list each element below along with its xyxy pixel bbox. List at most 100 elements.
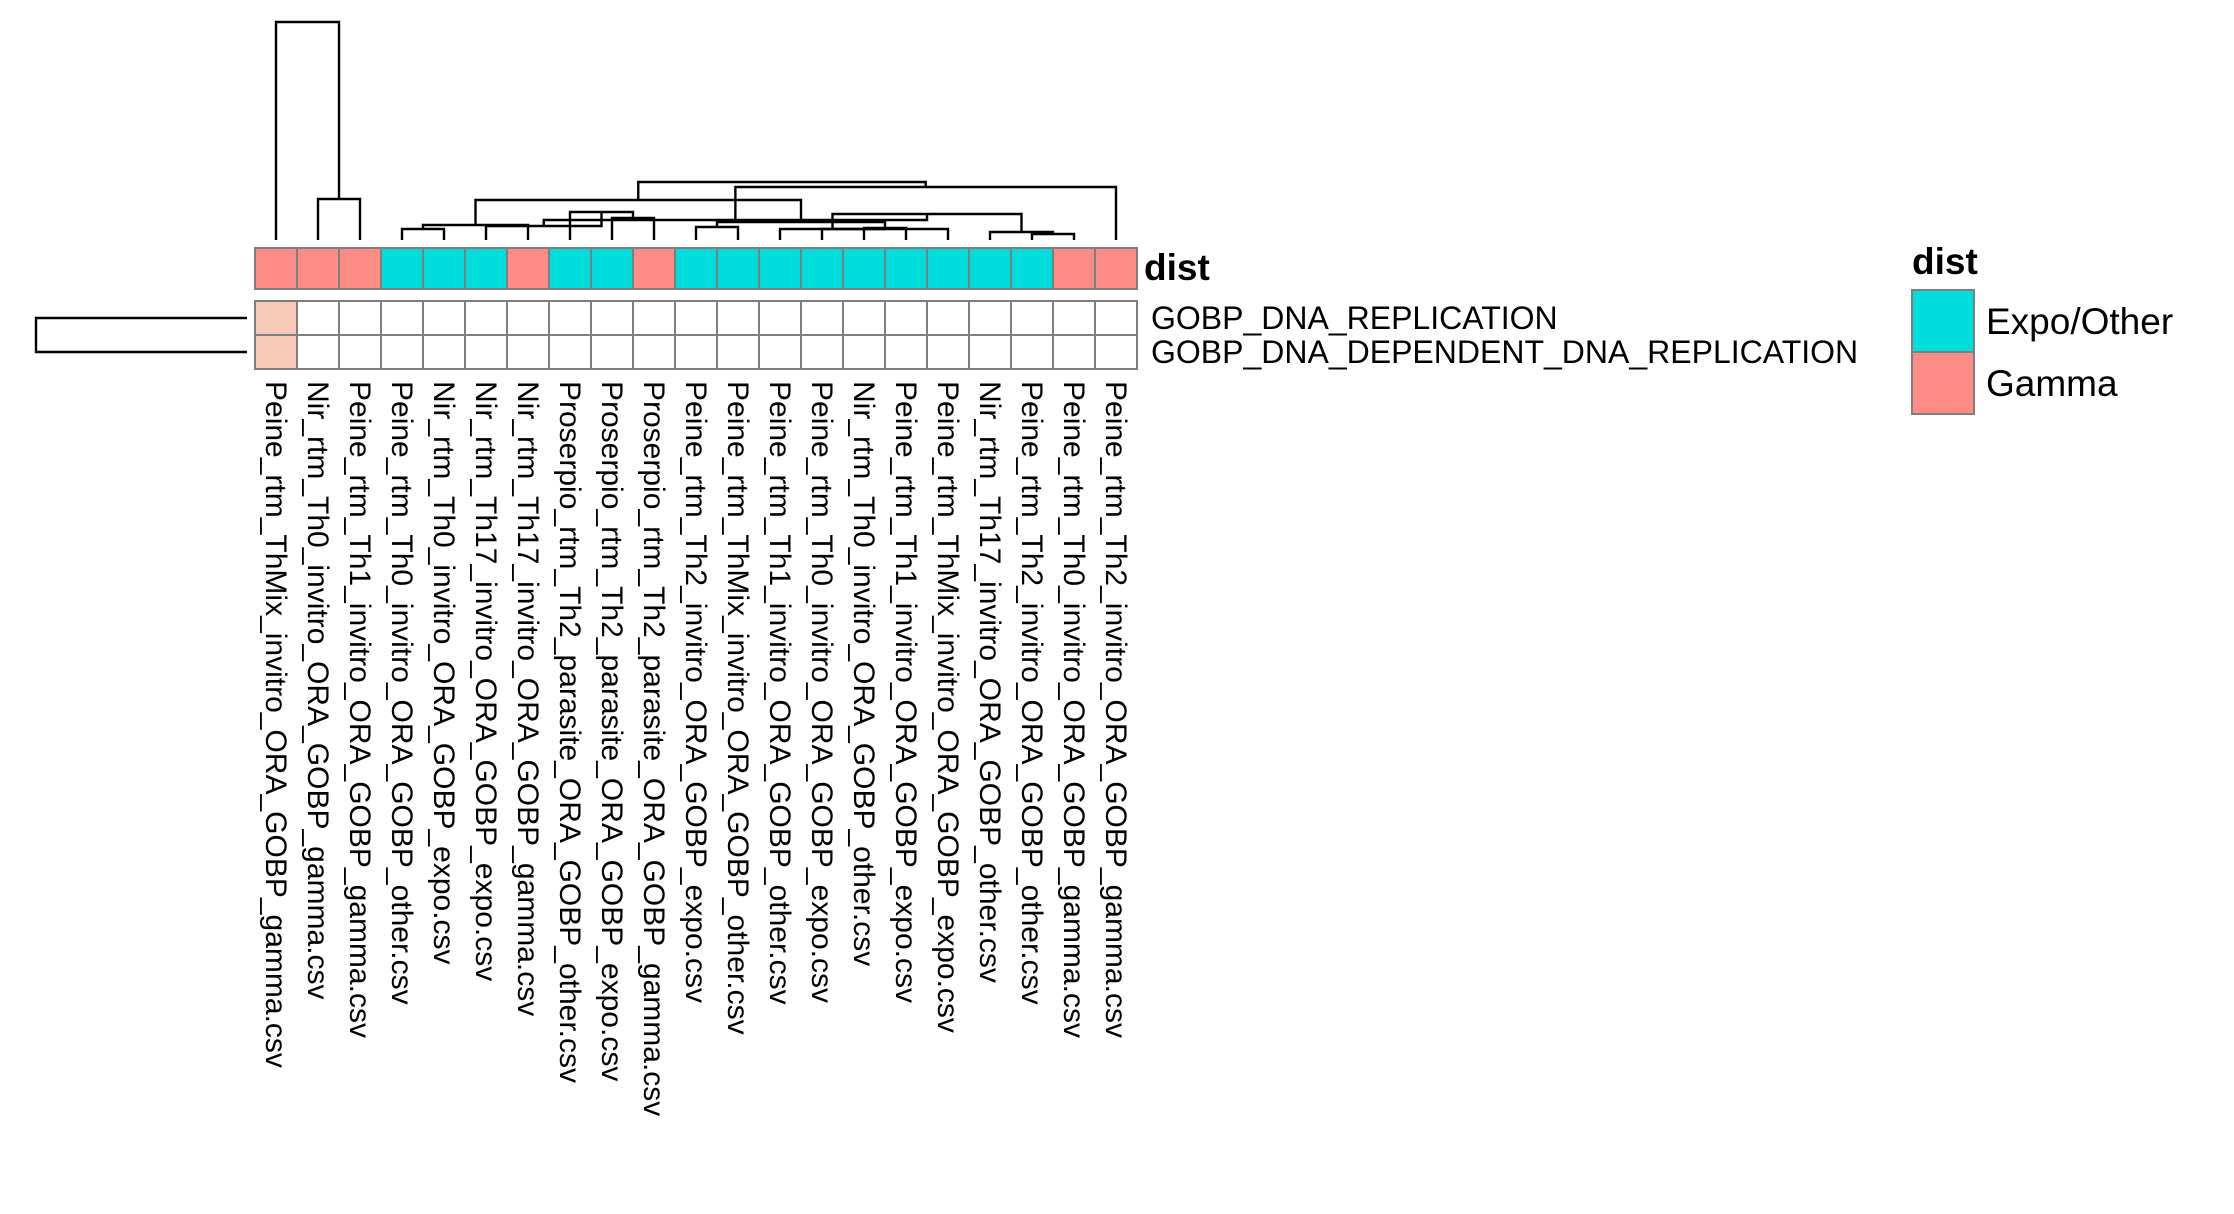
annotation-cell	[926, 247, 970, 290]
heatmap-cell	[296, 334, 340, 370]
column-dendrogram	[274, 20, 1118, 240]
column-label: Nir_rtm_Th0_invitro_ORA_GOBP_other.csv	[847, 381, 880, 966]
annotation-cell	[464, 247, 508, 290]
column-label: Proserpio_rtm_Th2_parasite_ORA_GOBP_othe…	[553, 381, 586, 1083]
annotation-cell	[422, 247, 466, 290]
column-label: Peine_rtm_ThMix_invitro_ORA_GOBP_other.c…	[721, 381, 754, 1035]
annotation-cell	[758, 247, 802, 290]
heatmap-cell	[674, 334, 718, 370]
dendrogram-branch	[610, 216, 656, 240]
dendrogram-branch	[316, 197, 362, 240]
column-label: Peine_rtm_Th1_invitro_ORA_GOBP_gamma.csv	[343, 381, 376, 1038]
heatmap-cell	[338, 334, 382, 370]
column-label: Peine_rtm_ThMix_invitro_ORA_GOBP_expo.cs…	[931, 381, 964, 1033]
heatmap-cell	[548, 334, 592, 370]
heatmap-cell	[548, 300, 592, 336]
heatmap-cell	[674, 300, 718, 336]
annotation-cell	[590, 247, 634, 290]
dendrogram-branch	[1030, 232, 1076, 240]
column-label: Peine_rtm_Th0_invitro_ORA_GOBP_gamma.csv	[1057, 381, 1090, 1038]
annotation-bar	[254, 247, 1138, 290]
heatmap-cell	[968, 334, 1012, 370]
heatmap-cell	[1094, 334, 1138, 370]
dendrogram-branch	[715, 220, 887, 228]
legend-title: dist	[1912, 241, 1978, 282]
row-labels: GOBP_DNA_REPLICATIONGOBP_DNA_DEPENDENT_D…	[1151, 300, 1858, 370]
row-dendrogram	[34, 316, 247, 354]
annotation-cell	[842, 247, 886, 290]
column-labels: Peine_rtm_ThMix_invitro_ORA_GOBP_gamma.c…	[259, 381, 1132, 1116]
dendrogram-branch	[34, 316, 247, 354]
annotation-cell	[1094, 247, 1138, 290]
annotation-cell	[716, 247, 760, 290]
heatmap-cell	[884, 300, 928, 336]
heatmap-cell	[632, 334, 676, 370]
annotation-cell	[254, 247, 298, 290]
annotation-cell	[506, 247, 550, 290]
column-label: Nir_rtm_Th17_invitro_ORA_GOBP_expo.csv	[469, 381, 502, 981]
heatmap-body	[254, 300, 1138, 370]
dendrogram-branch	[400, 227, 446, 240]
dendrogram-branch	[421, 223, 530, 240]
dendrogram-branch	[274, 20, 341, 240]
heatmap-cell	[1094, 300, 1138, 336]
heatmap-cell	[716, 334, 760, 370]
annotation-cell	[338, 247, 382, 290]
heatmap-cell	[1010, 300, 1054, 336]
heatmap-cell	[1052, 300, 1096, 336]
column-label: Nir_rtm_Th0_invitro_ORA_GOBP_gamma.csv	[301, 381, 334, 1000]
legend-swatch	[1911, 289, 1975, 353]
annotation-cell	[884, 247, 928, 290]
heatmap-cell	[590, 300, 634, 336]
column-label: Peine_rtm_Th0_invitro_ORA_GOBP_expo.csv	[805, 381, 838, 1003]
heatmap-cell	[254, 300, 298, 336]
column-label: Peine_rtm_ThMix_invitro_ORA_GOBP_gamma.c…	[259, 381, 292, 1068]
column-label: Peine_rtm_Th2_invitro_ORA_GOBP_expo.csv	[679, 381, 712, 1003]
annotation-cell	[968, 247, 1012, 290]
heatmap-cell	[296, 300, 340, 336]
heatmap-cell	[590, 334, 634, 370]
column-label: Peine_rtm_Th2_invitro_ORA_GOBP_other.csv	[1015, 381, 1048, 1005]
column-label: Nir_rtm_Th17_invitro_ORA_GOBP_gamma.csv	[511, 381, 544, 1016]
annotation-cell	[1052, 247, 1096, 290]
heatmap-cell	[842, 334, 886, 370]
annotation-cell	[632, 247, 676, 290]
heatmap-cell	[716, 300, 760, 336]
heatmap-cell	[506, 300, 550, 336]
annotation-cell	[296, 247, 340, 290]
dendrogram-branch	[988, 230, 1055, 240]
heatmap-cell	[464, 300, 508, 336]
heatmap-cell	[422, 300, 466, 336]
legend: dist Expo/Other Gamma	[1911, 241, 2173, 415]
heatmap-cell	[758, 334, 802, 370]
column-label: Peine_rtm_Th0_invitro_ORA_GOBP_other.csv	[385, 381, 418, 1005]
heatmap-cell	[254, 334, 298, 370]
heatmap-cell	[926, 300, 970, 336]
heatmap-cell	[1052, 334, 1096, 370]
annotation-cell	[674, 247, 718, 290]
heatmap-cell	[632, 300, 676, 336]
heatmap-cell	[926, 334, 970, 370]
heatmap-cell	[338, 300, 382, 336]
heatmap-cell	[380, 300, 424, 336]
heatmap-cell	[506, 334, 550, 370]
heatmap-cell	[968, 300, 1012, 336]
column-label: Peine_rtm_Th1_invitro_ORA_GOBP_other.csv	[763, 381, 796, 1005]
annotation-title: dist	[1144, 247, 1210, 288]
heatmap-cell	[422, 334, 466, 370]
annotation-cell	[548, 247, 592, 290]
heatmap-cell	[800, 334, 844, 370]
heatmap-cell	[758, 300, 802, 336]
heatmap-cell	[884, 334, 928, 370]
heatmap-cell	[842, 300, 886, 336]
annotation-cell	[800, 247, 844, 290]
column-label: Nir_rtm_Th0_invitro_ORA_GOBP_expo.csv	[427, 381, 460, 965]
row-label: GOBP_DNA_DEPENDENT_DNA_REPLICATION	[1151, 334, 1858, 370]
annotation-cell	[1010, 247, 1054, 290]
column-label: Peine_rtm_Th1_invitro_ORA_GOBP_expo.csv	[889, 381, 922, 1003]
heatmap-cell	[1010, 334, 1054, 370]
heatmap-cell	[464, 334, 508, 370]
heatmap-cell	[380, 334, 424, 370]
column-label: Proserpio_rtm_Th2_parasite_ORA_GOBP_expo…	[595, 381, 628, 1081]
